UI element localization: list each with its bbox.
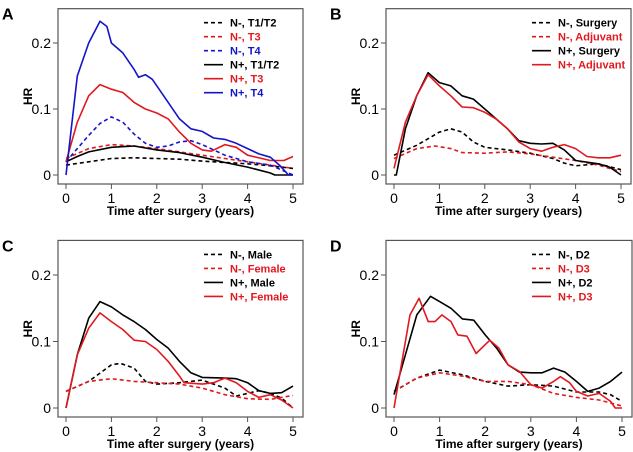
legend-label: N+, Male [230, 277, 275, 289]
legend-label: N-, Surgery [558, 18, 618, 30]
x-tick-label: 5 [289, 423, 297, 439]
y-tick-label: 0.2 [360, 267, 380, 283]
series-line [65, 143, 294, 170]
series-line [65, 377, 294, 401]
panel-d: 0 0.1 0.2 0 1 2 3 4 5 Time after surgery (years) H… [330, 238, 633, 451]
series-line [65, 83, 294, 163]
y-tick-label: 0.1 [360, 101, 380, 117]
y-axis-label: HR [349, 87, 363, 105]
series-line [65, 157, 294, 170]
series-line [394, 71, 622, 176]
legend-label: N-, T3 [230, 32, 261, 44]
y-axis-label: HR [21, 320, 35, 338]
legend-label: N-, D2 [558, 249, 590, 261]
plot-frame [57, 8, 304, 185]
x-tick-label: 5 [618, 423, 626, 439]
x-tick-label: 0 [62, 423, 70, 439]
x-tick-label: 2 [481, 423, 489, 439]
series-line [393, 73, 622, 169]
panel-letter: C [2, 238, 14, 255]
legend-label: N-, T1/T2 [230, 18, 276, 30]
x-tick-label: 3 [198, 190, 206, 206]
y-tick-label: 0.2 [360, 35, 380, 51]
x-tick-label: 2 [153, 423, 161, 439]
y-tick-label: 0.1 [360, 334, 380, 350]
legend-label: N+, Surgery [558, 46, 621, 58]
y-tick-label: 0.1 [32, 101, 52, 117]
y-tick-label: 0.2 [32, 267, 52, 283]
y-axis-label: HR [21, 87, 35, 105]
y-axis-label: HR [349, 320, 363, 338]
x-axis-label: Time after surgery (years) [107, 437, 254, 451]
panel-letter: B [330, 7, 342, 24]
x-tick-label: 3 [526, 190, 534, 206]
x-tick-label: 1 [436, 423, 444, 439]
y-tick-label: 0 [371, 400, 379, 416]
legend-label: N+, D3 [558, 291, 593, 303]
x-tick-label: 4 [572, 190, 580, 206]
legend-label: N+, Female [230, 291, 288, 303]
x-tick-label: 0 [390, 190, 398, 206]
series-line [65, 145, 293, 176]
x-tick-label: 4 [573, 423, 581, 439]
series-line [65, 300, 294, 409]
panel-a: 0 0.1 0.2 0 1 2 3 4 5 Time after surgery (years) H… [2, 7, 304, 218]
x-tick-label: 5 [289, 190, 297, 206]
x-tick-label: 4 [244, 190, 252, 206]
panel-c: 0 0.1 0.2 0 1 2 3 4 5 Time after surgery (years) H… [2, 238, 304, 451]
x-tick-label: 3 [527, 423, 535, 439]
x-tick-label: 1 [436, 190, 444, 206]
legend-label: N-, Male [230, 249, 272, 261]
legend-label: N-, Adjuvant [558, 32, 623, 44]
x-tick-label: 1 [108, 423, 116, 439]
panel-letter: D [330, 238, 342, 255]
x-axis-label: Time after surgery (years) [435, 437, 582, 451]
x-axis-label: Time after surgery (years) [107, 204, 254, 218]
y-tick-label: 0 [43, 167, 51, 183]
legend-label: N+, Adjuvant [558, 60, 625, 72]
panel-letter: A [2, 7, 14, 24]
plot-frame [57, 239, 304, 418]
series-line [393, 297, 622, 409]
x-tick-label: 2 [481, 190, 489, 206]
series-line [65, 362, 294, 409]
y-tick-label: 0 [371, 167, 379, 183]
x-tick-label: 4 [244, 423, 252, 439]
x-tick-label: 1 [108, 190, 116, 206]
x-axis-label: Time after surgery (years) [435, 204, 582, 218]
x-tick-label: 5 [617, 190, 625, 206]
series-line [65, 20, 293, 176]
legend-label: N+, T4 [230, 88, 264, 100]
series-line [393, 295, 623, 395]
series-line [65, 312, 294, 409]
x-tick-label: 3 [198, 423, 206, 439]
x-tick-label: 0 [62, 190, 70, 206]
x-tick-label: 0 [390, 423, 398, 439]
plot-frame [385, 239, 633, 418]
y-tick-label: 0.2 [32, 35, 52, 51]
legend-label: N+, D2 [558, 277, 593, 289]
panel-b: 0 0.1 0.2 0 1 2 3 4 5 Time after surgery (years) H… [330, 7, 632, 218]
legend-label: N-, Female [230, 263, 286, 275]
y-tick-label: 0 [43, 400, 51, 416]
y-tick-label: 0.1 [32, 334, 52, 350]
series-line [393, 128, 622, 171]
legend-label: N+, T1/T2 [230, 60, 279, 72]
legend-label: N-, T4 [230, 46, 261, 58]
series-line [393, 145, 622, 173]
legend-label: N-, D3 [558, 263, 590, 275]
series-line [393, 372, 623, 407]
x-tick-label: 2 [153, 190, 161, 206]
plot-frame [385, 8, 632, 185]
legend-label: N+, T3 [230, 74, 263, 86]
